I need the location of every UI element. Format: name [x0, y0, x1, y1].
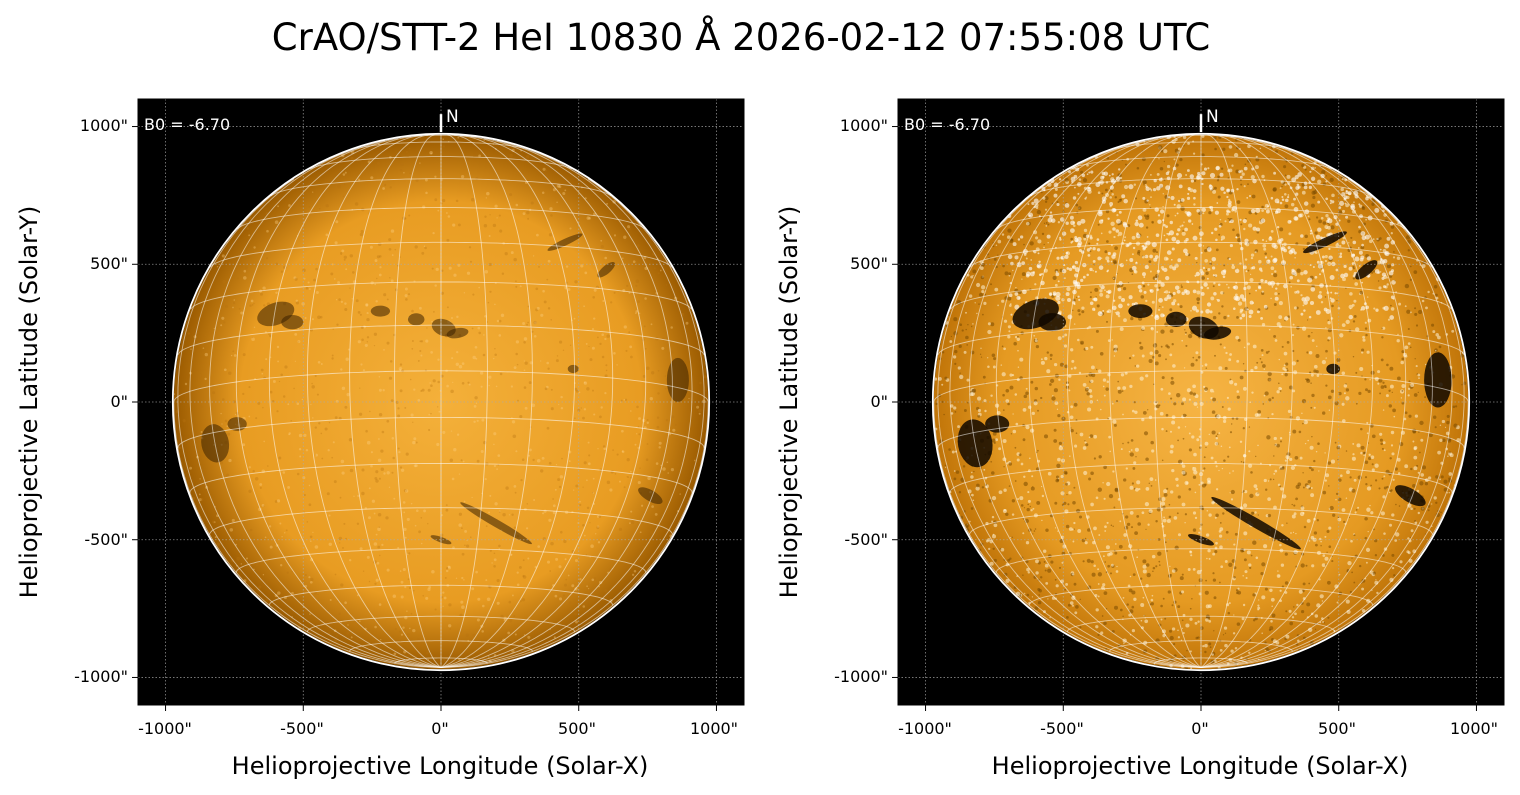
y-tick-label: -500" — [844, 530, 888, 549]
x-tick-label: -500" — [280, 719, 324, 738]
y-tick-label: -1000" — [834, 667, 888, 686]
y-tick-label: 1000" — [839, 116, 888, 135]
dark-filament — [638, 487, 663, 505]
axis-ticks — [132, 126, 717, 711]
disk-texture — [934, 134, 1467, 670]
dark-filament — [1326, 363, 1341, 375]
y-tick-label: 500" — [90, 254, 128, 273]
axis-ticks — [892, 126, 1477, 711]
dark-filament — [407, 313, 425, 326]
x-axis-label: Helioprojective Longitude (Solar-X) — [991, 752, 1409, 780]
x-tick-label: -1000" — [138, 719, 192, 738]
y-tick-label: 0" — [110, 392, 128, 411]
x-tick-label: 0" — [431, 719, 449, 738]
dark-filament — [1165, 311, 1187, 327]
right-plot — [892, 98, 1505, 711]
dark-filament — [567, 364, 579, 374]
dark-filament — [1211, 497, 1301, 550]
left-plot — [132, 98, 745, 711]
dark-filament — [460, 502, 532, 545]
solar-limb — [171, 132, 711, 672]
y-tick-label: -500" — [84, 530, 128, 549]
dark-filament — [985, 415, 1010, 433]
y-axis-label: Helioprojective Latitude (Solar-Y) — [775, 205, 803, 599]
dark-filament — [227, 417, 247, 431]
y-tick-label: 500" — [850, 254, 888, 273]
dark-filament — [1355, 260, 1378, 280]
heliographic-grid — [173, 134, 709, 668]
y-tick-label: 0" — [870, 392, 888, 411]
solar-limb — [931, 132, 1471, 672]
dark-filament — [1303, 231, 1347, 254]
north-label: N — [446, 107, 459, 127]
dark-filament — [1128, 304, 1153, 318]
left-panel: 1000" 500" 0" -500" -1000" -1000" -500" … — [15, 98, 745, 780]
heliographic-grid — [933, 134, 1469, 668]
dark-filament — [1038, 313, 1067, 332]
x-tick-label: -1000" — [898, 719, 952, 738]
x-tick-label: -500" — [1040, 719, 1084, 738]
dark-filament — [370, 305, 391, 317]
dark-filament — [1203, 326, 1232, 340]
dark-filament — [1395, 485, 1426, 507]
dark-filament — [547, 233, 583, 251]
y-tick-label: -1000" — [74, 667, 128, 686]
dark-filament — [446, 327, 469, 339]
dark-filament — [281, 314, 304, 330]
dark-filament — [597, 262, 616, 278]
x-axis-label: Helioprojective Longitude (Solar-X) — [231, 752, 649, 780]
x-tick-label: 1000" — [1449, 719, 1499, 738]
x-tick-label: 500" — [1318, 719, 1356, 738]
dark-filament — [1424, 352, 1452, 408]
y-tick-label: 1000" — [79, 116, 128, 135]
b0-annotation: B0 = -6.70 — [904, 115, 991, 134]
x-tick-label: 1000" — [689, 719, 739, 738]
x-tick-label: 500" — [558, 719, 596, 738]
b0-annotation: B0 = -6.70 — [144, 115, 231, 134]
north-label: N — [1206, 107, 1219, 127]
figure-title: CrAO/STT-2 HeI 10830 Å 2026-02-12 07:55:… — [271, 16, 1211, 59]
y-axis-label: Helioprojective Latitude (Solar-Y) — [15, 205, 43, 599]
x-tick-label: 0" — [1191, 719, 1209, 738]
right-panel: 1000" 500" 0" -500" -1000" -1000" -500" … — [760, 0, 1520, 795]
dark-filament — [666, 357, 689, 402]
